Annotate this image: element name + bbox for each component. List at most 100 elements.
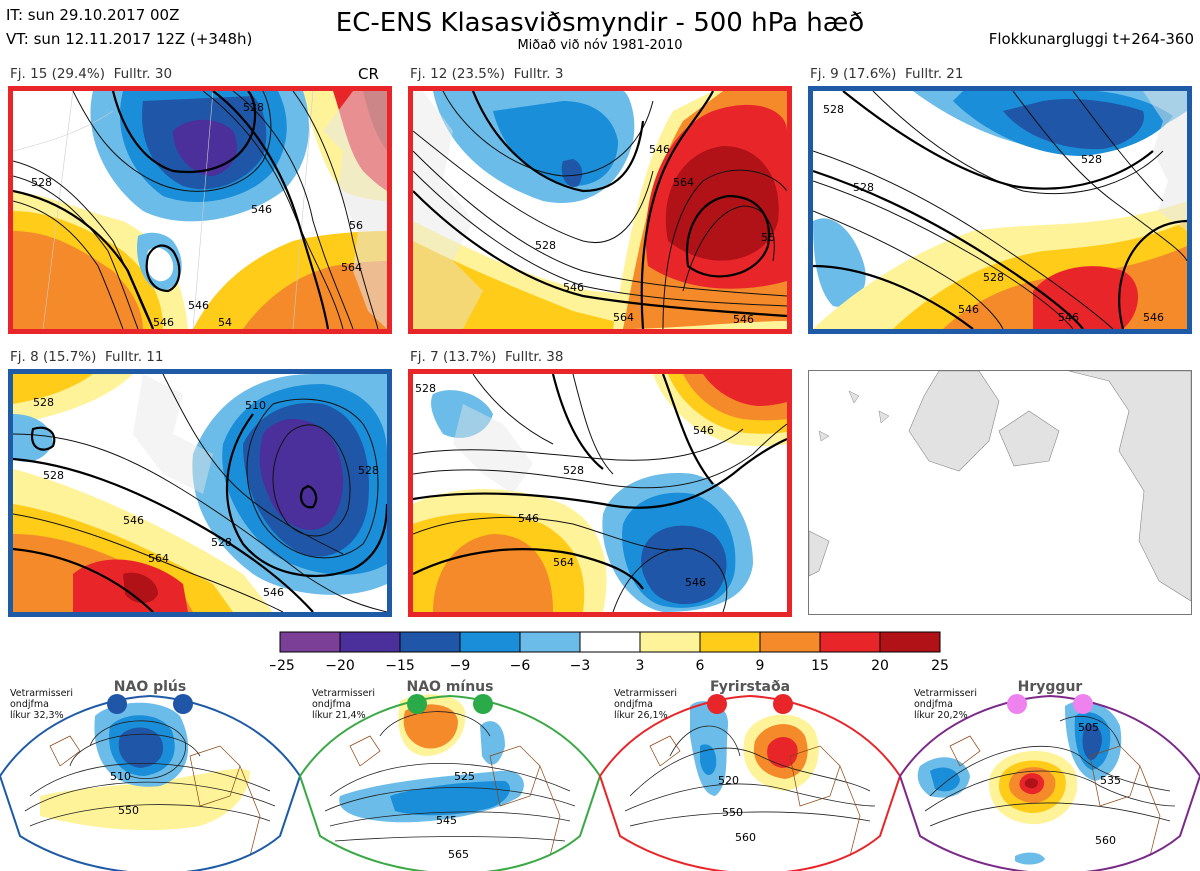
colorbar-tick-label: −25 [270, 658, 295, 674]
page-title: EC-ENS Klasasviðsmyndir - 500 hPa hæð [335, 8, 865, 38]
panel-5-contour-label: 564 [553, 556, 574, 569]
panel-5-contour-label: 546 [518, 512, 539, 525]
regime-name: Fyrirstaða [710, 679, 790, 695]
colorbar-tick-label: 3 [636, 658, 645, 674]
regime-marker [1073, 694, 1093, 714]
panel-1-contour-label: 564 [341, 261, 362, 274]
regime-contour-label: 505 [1078, 721, 1099, 734]
regime-name: NAO plús [114, 679, 186, 695]
regime-blocking: Fyrirstaða Vetrarmisseri ondjfma líkur 2… [598, 679, 902, 871]
panel-2-contour-label: 528 [535, 239, 556, 252]
panel-1-contour-label: 528 [243, 101, 264, 114]
cluster-panel-3: 528 528 528 546 546 546 528 [808, 86, 1192, 334]
colorbar-tick-label: −9 [450, 658, 471, 674]
regime-info: Vetrarmisseri [614, 688, 677, 699]
panel-4-contour-label: 528 [358, 464, 379, 477]
colorbar-tick-label: 9 [756, 658, 765, 674]
panel-4-contour-label: 528 [43, 469, 64, 482]
panel-2-contour-label: 546 [733, 313, 754, 326]
regime-contour-label: 535 [1100, 774, 1121, 787]
regime-contour-label: 560 [735, 831, 756, 844]
cluster-panel-5: 528 546 528 546 564 546 [408, 369, 792, 617]
regime-nao-plus: NAO plús Vetrarmisseri ondjfma líkur 32,… [0, 679, 301, 871]
regime-info: ondjfma [10, 699, 49, 710]
regime-marker [173, 694, 193, 714]
panel-2-contour-label: 564 [613, 311, 634, 324]
regime-contour-label: 565 [448, 848, 469, 861]
regime-contour-label: 520 [718, 774, 739, 787]
panel-1-flag: CR [358, 65, 379, 83]
page-subtitle: Miðað við nóv 1981-2010 [517, 38, 683, 53]
panel-5-contour-label: 546 [693, 424, 714, 437]
panel-3-contour-label: 546 [1143, 311, 1164, 324]
regime-contour-label: 560 [1095, 834, 1116, 847]
panel-2-contour-label: 546 [649, 143, 670, 156]
panel-2-contour-label: 56 [761, 231, 775, 244]
regime-panels: NAO plús Vetrarmisseri ondjfma líkur 32,… [0, 679, 1200, 871]
cluster-panel-1: 528 546 528 546 564 56 546 54 [8, 86, 392, 334]
panel-4-contour-label: 564 [148, 552, 169, 565]
colorbar-swatch [639, 631, 701, 653]
regime-marker [707, 694, 727, 714]
panel-1-contour-label: 546 [251, 203, 272, 216]
panel-4-label: Fj. 8 (15.7%) Fulltr. 11 [10, 349, 164, 365]
panel-3-contour-label: 528 [983, 271, 1004, 284]
colorbar-tick-label: −20 [325, 658, 355, 674]
colorbar-tick-label: 25 [931, 658, 949, 674]
panel-4-contour-label: 510 [245, 399, 266, 412]
regime-contour-label: 550 [118, 804, 139, 817]
colorbar-swatch [579, 631, 641, 653]
regime-info: líkur 32,3% [10, 710, 64, 721]
panel-5-contour-label: 528 [563, 464, 584, 477]
colorbar-tick-label: −6 [510, 658, 531, 674]
regime-info: ondjfma [312, 699, 351, 710]
panel-4-contour-label: 528 [33, 396, 54, 409]
initial-time: IT: sun 29.10.2017 00Z [6, 6, 180, 24]
colorbar-swatch [699, 631, 761, 653]
panel-3-contour-label: 546 [1058, 311, 1079, 324]
panel-1-label: Fj. 15 (29.4%) Fulltr. 30 [10, 66, 173, 82]
colorbar-swatch [399, 631, 461, 653]
panel-2-contour-label: 564 [673, 176, 694, 189]
regime-contour-label: 525 [454, 770, 475, 783]
panel-1-contour-label: 54 [218, 316, 232, 329]
colorbar-tick-label: 20 [871, 658, 889, 674]
panel-4-contour-label: 528 [211, 536, 232, 549]
colorbar-swatch [879, 631, 941, 653]
colorbar-tick-label: −3 [570, 658, 591, 674]
panel-3-contour-label: 528 [853, 181, 874, 194]
regime-ridge: Hryggur Vetrarmisseri ondjfma líkur 20,2… [898, 679, 1200, 871]
colorbar-tick-label: −15 [385, 658, 415, 674]
colorbar-swatch [339, 631, 401, 653]
panel-5-contour-label: 546 [685, 576, 706, 589]
panel-3-contour-label: 528 [823, 103, 844, 116]
panel-4-contour-label: 546 [263, 586, 284, 599]
regime-marker [407, 694, 427, 714]
panel-3-label: Fj. 9 (17.6%) Fulltr. 21 [810, 66, 964, 82]
regime-info: Vetrarmisseri [312, 688, 375, 699]
panel-5-contour-label: 528 [415, 382, 436, 395]
regime-contour-label: 545 [436, 814, 457, 827]
panel-3-contour-label: 546 [958, 303, 979, 316]
regime-marker [1007, 694, 1027, 714]
regime-marker [107, 694, 127, 714]
regime-marker [773, 694, 793, 714]
panel-1-contour-label: 56 [349, 219, 363, 232]
panel-1-contour-label: 528 [31, 176, 52, 189]
colorbar-swatch [279, 631, 341, 653]
regime-info: ondjfma [614, 699, 653, 710]
colorbar-tick-label: 6 [696, 658, 705, 674]
cluster-panel-2: 528 546 546 564 56 564 546 [408, 86, 792, 334]
panel-1-contour-label: 546 [188, 299, 209, 312]
colorbar-swatch [759, 631, 821, 653]
colorbar-swatch [459, 631, 521, 653]
panel-1-contour-label: 546 [153, 316, 174, 329]
regime-info: Vetrarmisseri [914, 688, 977, 699]
regime-marker [473, 694, 493, 714]
panel-4-contour-label: 546 [123, 514, 144, 527]
regime-name: Hryggur [1018, 679, 1083, 695]
panel-3-contour-label: 528 [1081, 153, 1102, 166]
regime-info: líkur 26,1% [614, 710, 668, 721]
regime-info: Vetrarmisseri [10, 688, 73, 699]
panel-2-label: Fj. 12 (23.5%) Fulltr. 3 [410, 66, 564, 82]
